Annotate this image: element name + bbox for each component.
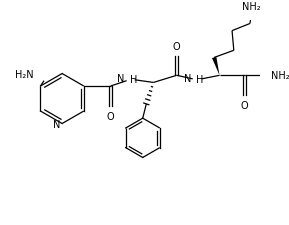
Text: NH₂: NH₂	[271, 71, 289, 81]
Text: N: N	[53, 119, 60, 129]
Text: O: O	[241, 101, 248, 111]
Text: O: O	[107, 112, 114, 122]
Text: H: H	[130, 74, 138, 85]
Text: H: H	[196, 74, 204, 85]
Text: O: O	[173, 42, 180, 52]
Text: N: N	[184, 74, 191, 84]
Text: N: N	[118, 74, 125, 84]
Text: NH₂: NH₂	[242, 2, 261, 12]
Text: H₂N: H₂N	[15, 69, 33, 79]
Polygon shape	[212, 58, 220, 76]
